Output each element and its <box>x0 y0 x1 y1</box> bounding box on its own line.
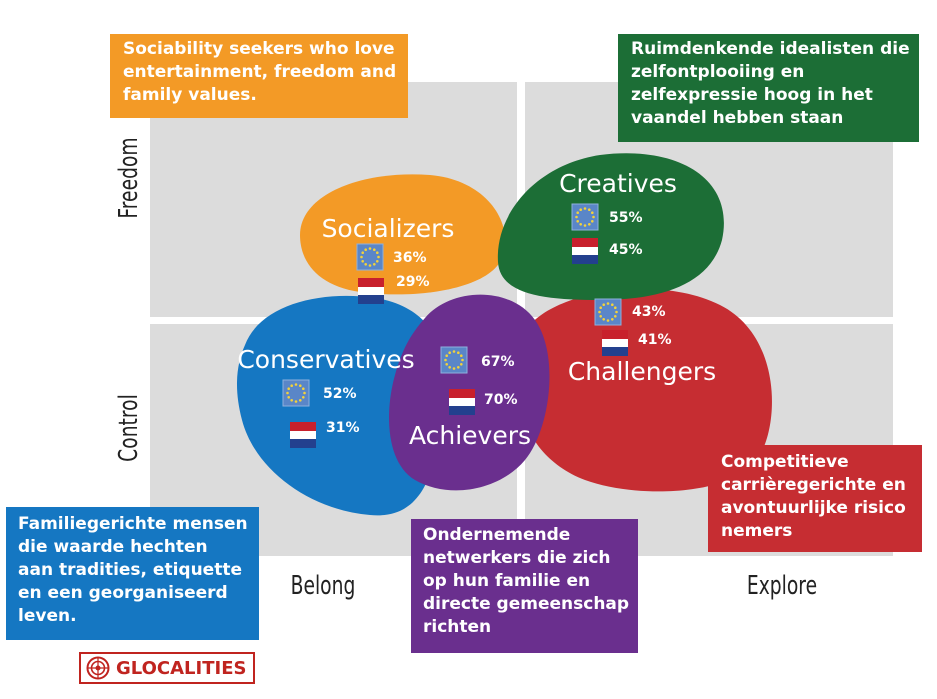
pct-creatives-eu: 55% <box>609 210 643 226</box>
eu-flag-icon <box>440 346 468 374</box>
description-line: richten <box>423 617 492 637</box>
description-line: family values. <box>123 85 257 105</box>
description-line: nemers <box>721 521 793 541</box>
description-line: directe gemeenschap <box>423 594 630 614</box>
pct-challengers-nl: 41% <box>638 332 672 348</box>
netherlands-flag-icon <box>449 389 475 415</box>
netherlands-flag-icon <box>572 238 598 264</box>
blob-conservatives <box>236 295 448 516</box>
description-line: vaandel hebben staan <box>631 108 844 128</box>
description-line: carrièregerichte en <box>721 475 906 495</box>
pct-creatives-nl: 45% <box>609 242 643 258</box>
axis-label-belong: Belong <box>291 571 356 601</box>
pct-achievers-nl: 70% <box>484 392 518 408</box>
segment-name-conservatives: Conservatives <box>237 345 414 374</box>
description-line: en een georganiseerd <box>18 583 228 603</box>
blob-creatives <box>497 153 724 300</box>
segment-name-creatives: Creatives <box>559 169 677 198</box>
pct-challengers-eu: 43% <box>632 304 666 320</box>
pct-socializers-eu: 36% <box>393 250 427 266</box>
description-line: leven. <box>18 606 77 626</box>
pct-socializers-nl: 29% <box>396 274 430 290</box>
description-line: netwerkers die zich <box>423 548 611 568</box>
description-line: Ondernemende <box>423 525 571 545</box>
blob-socializers <box>300 174 506 295</box>
logo-text: GLOCALITIES <box>116 657 247 679</box>
axis-label-explore: Explore <box>747 571 817 601</box>
description-line: Familiegerichte mensen <box>18 514 248 534</box>
eu-flag-icon <box>594 298 622 326</box>
description-creatives: Ruimdenkende idealisten die zelfontplooi… <box>618 34 919 142</box>
netherlands-flag-icon <box>290 422 316 448</box>
description-line: die waarde hechten <box>18 537 208 557</box>
eu-flag-icon <box>282 379 310 407</box>
axis-label-freedom: Freedom <box>114 137 144 218</box>
description-line: Sociability seekers who love <box>123 39 395 59</box>
netherlands-flag-icon <box>602 330 628 356</box>
description-achievers: Ondernemende netwerkers die zich op hun … <box>411 519 638 653</box>
description-line: Ruimdenkende idealisten die <box>631 39 910 59</box>
axis-label-control: Control <box>114 394 144 462</box>
description-line: op hun familie en <box>423 571 591 591</box>
description-line: zelfexpressie hoog in het <box>631 85 873 105</box>
glocalities-logo: GLOCALITIES <box>79 652 255 684</box>
pct-achievers-eu: 67% <box>481 354 515 370</box>
description-challengers: Competitieve carrièregerichte en avontuu… <box>708 445 922 552</box>
description-line: aan tradities, etiquette <box>18 560 242 580</box>
netherlands-flag-icon <box>358 278 384 304</box>
segment-name-challengers: Challengers <box>568 357 716 386</box>
glocalities-emblem-icon <box>86 656 110 680</box>
segment-name-socializers: Socializers <box>322 214 455 243</box>
segment-name-achievers: Achievers <box>409 421 531 450</box>
pct-conservatives-eu: 52% <box>323 386 357 402</box>
eu-flag-icon <box>356 243 384 271</box>
blob-challengers <box>520 288 772 492</box>
eu-flag-icon <box>571 203 599 231</box>
pct-conservatives-nl: 31% <box>326 420 360 436</box>
description-line: entertainment, freedom and <box>123 62 397 82</box>
description-line: zelfontplooiing en <box>631 62 805 82</box>
description-conservatives: Familiegerichte mensen die waarde hechte… <box>6 507 259 640</box>
description-line: Competitieve <box>721 452 849 472</box>
description-line: avontuurlijke risico <box>721 498 906 518</box>
description-socializers: Sociability seekers who love entertainme… <box>110 34 408 118</box>
